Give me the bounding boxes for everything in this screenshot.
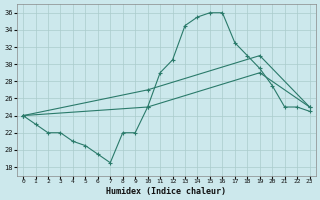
X-axis label: Humidex (Indice chaleur): Humidex (Indice chaleur) xyxy=(106,187,226,196)
